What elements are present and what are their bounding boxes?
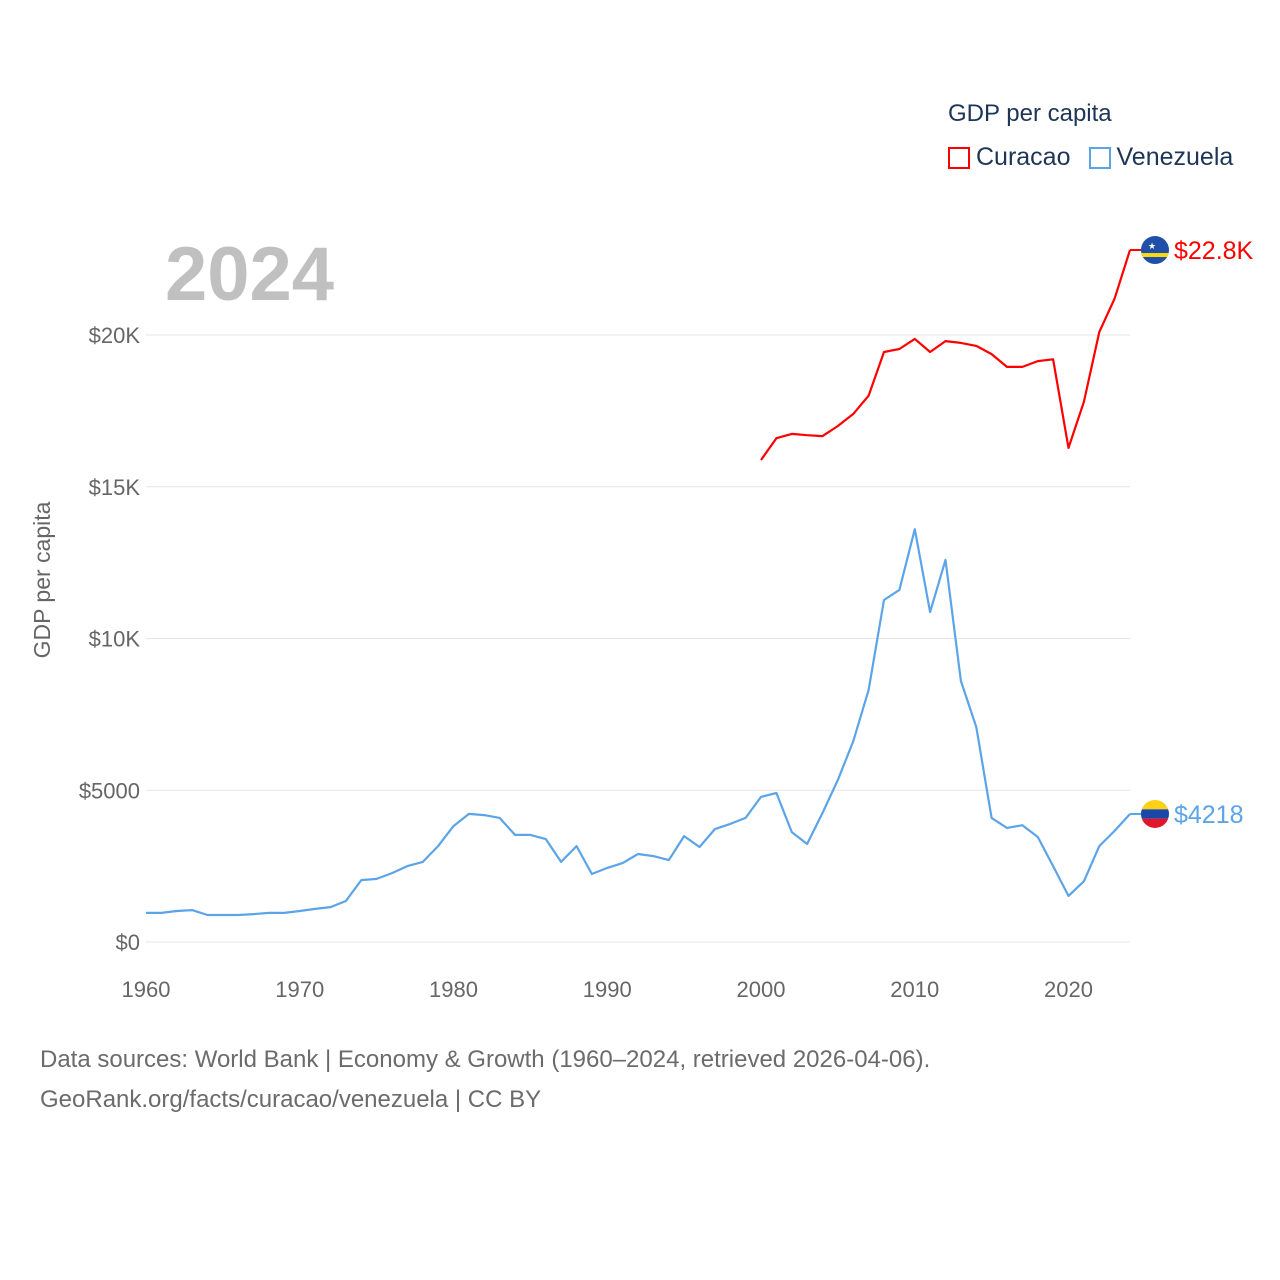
end-value-label: $22.8K xyxy=(1174,237,1254,265)
legend-swatch-curacao xyxy=(948,146,970,169)
x-tick-label: 1970 xyxy=(275,977,324,1002)
y-tick-label: $5000 xyxy=(79,778,140,803)
x-tick-label: 2000 xyxy=(737,977,786,1002)
legend-label: Curacao xyxy=(976,143,1071,171)
legend: Curacao Venezuela xyxy=(948,143,1233,172)
x-tick-label: 2010 xyxy=(890,977,939,1002)
venezuela-flag xyxy=(1141,799,1169,828)
y-tick-label: $10K xyxy=(89,627,141,652)
y-tick-label: $15K xyxy=(89,475,141,500)
curacao-flag: ★ xyxy=(1141,236,1169,265)
legend-item-curacao[interactable]: Curacao xyxy=(948,143,1071,172)
legend-swatch-venezuela xyxy=(1088,146,1111,169)
legend-label: Venezuela xyxy=(1116,143,1234,171)
footer-sources: Data sources: World Bank | Economy & Gro… xyxy=(40,1046,931,1073)
series-line-curacao xyxy=(760,249,1132,461)
x-tick-label: 1960 xyxy=(122,977,171,1002)
legend-item-venezuela[interactable]: Venezuela xyxy=(1088,143,1234,172)
y-tick-label: $0 xyxy=(116,930,140,955)
year-label: 2024 xyxy=(165,232,334,317)
y-axis-label: GDP per capita xyxy=(29,501,55,658)
y-tick-label: $20K xyxy=(89,323,141,348)
svg-text:★: ★ xyxy=(1148,241,1156,251)
series-line-venezuela xyxy=(146,528,1131,917)
legend-title: GDP per capita xyxy=(948,100,1112,127)
x-tick-label: 1990 xyxy=(583,977,632,1002)
footer-link[interactable]: GeoRank.org/facts/curacao/venezuela | CC… xyxy=(40,1086,542,1113)
x-tick-label: 2020 xyxy=(1044,977,1093,1002)
end-value-label: $4218 xyxy=(1174,801,1244,829)
x-tick-label: 1980 xyxy=(429,977,478,1002)
